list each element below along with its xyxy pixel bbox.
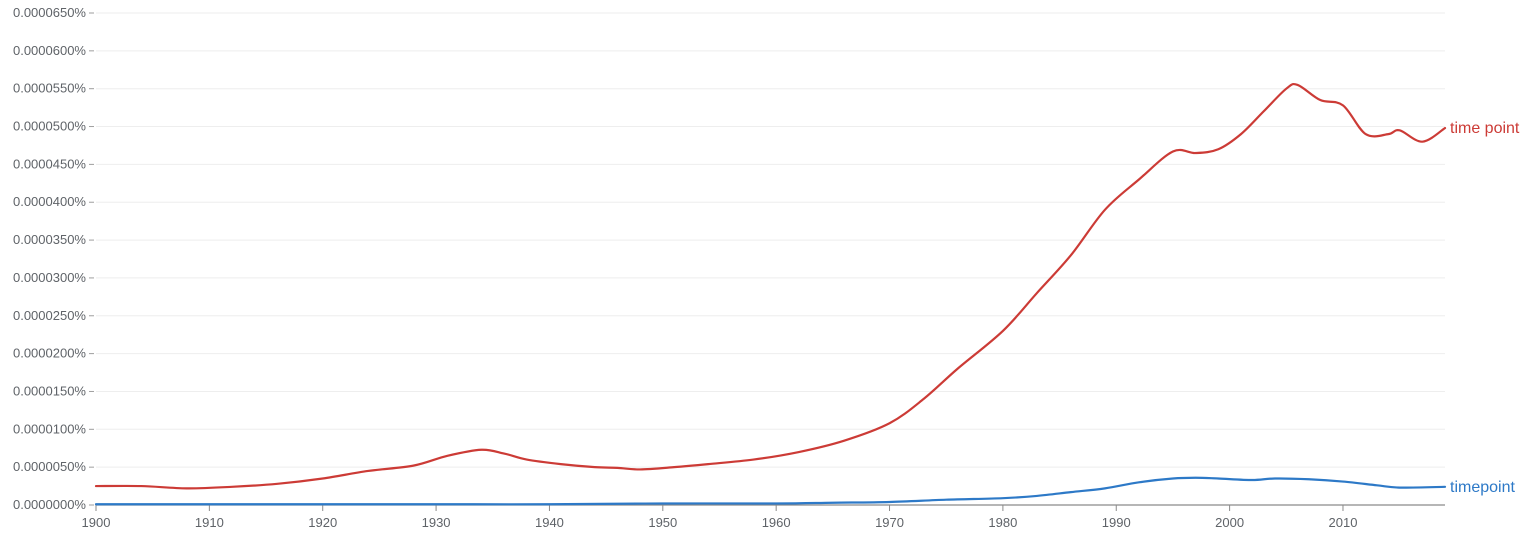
y-tick-label: 0.0000050% xyxy=(13,459,86,474)
x-tick-label: 2010 xyxy=(1329,515,1358,530)
x-tick-label: 1940 xyxy=(535,515,564,530)
y-tick-label: 0.0000450% xyxy=(13,156,86,171)
y-tick-label: 0.0000250% xyxy=(13,308,86,323)
y-tick-label: 0.0000500% xyxy=(13,119,86,134)
series-line-timepoint xyxy=(94,476,1447,506)
x-tick-label: 2000 xyxy=(1215,515,1244,530)
x-tick-label: 1960 xyxy=(762,515,791,530)
series-label-layer: time point timepoint xyxy=(1450,120,1520,496)
y-tick-label: 0.0000550% xyxy=(13,81,86,96)
y-tick-label: 0.0000600% xyxy=(13,43,86,58)
y-tick-label: 0.0000000% xyxy=(13,497,86,512)
x-tick-label: 1900 xyxy=(82,515,111,530)
x-tick-label: 1970 xyxy=(875,515,904,530)
x-tick-label: 1930 xyxy=(422,515,451,530)
y-tick-label: 0.0000400% xyxy=(13,194,86,209)
x-tick-label: 1950 xyxy=(648,515,677,530)
x-tick-label: 1920 xyxy=(308,515,337,530)
axis-layer: 0.0000000% 0.0000050% 0.0000100% 0.0000150%… xyxy=(13,5,1445,530)
series-layer xyxy=(94,82,1447,506)
x-tick-label: 1990 xyxy=(1102,515,1131,530)
x-tick-label: 1910 xyxy=(195,515,224,530)
series-label-time-point: time point xyxy=(1450,120,1520,137)
x-tick-label: 1980 xyxy=(988,515,1017,530)
grid-layer xyxy=(96,12,1445,468)
y-tick-label: 0.0000100% xyxy=(13,421,86,436)
y-tick-label: 0.0000200% xyxy=(13,346,86,361)
y-tick-label: 0.0000650% xyxy=(13,5,86,20)
series-line-time-point xyxy=(94,82,1447,490)
y-tick-label: 0.0000350% xyxy=(13,232,86,247)
series-label-timepoint: timepoint xyxy=(1450,479,1515,496)
y-tick-label: 0.0000300% xyxy=(13,270,86,285)
y-tick-label: 0.0000150% xyxy=(13,383,86,398)
